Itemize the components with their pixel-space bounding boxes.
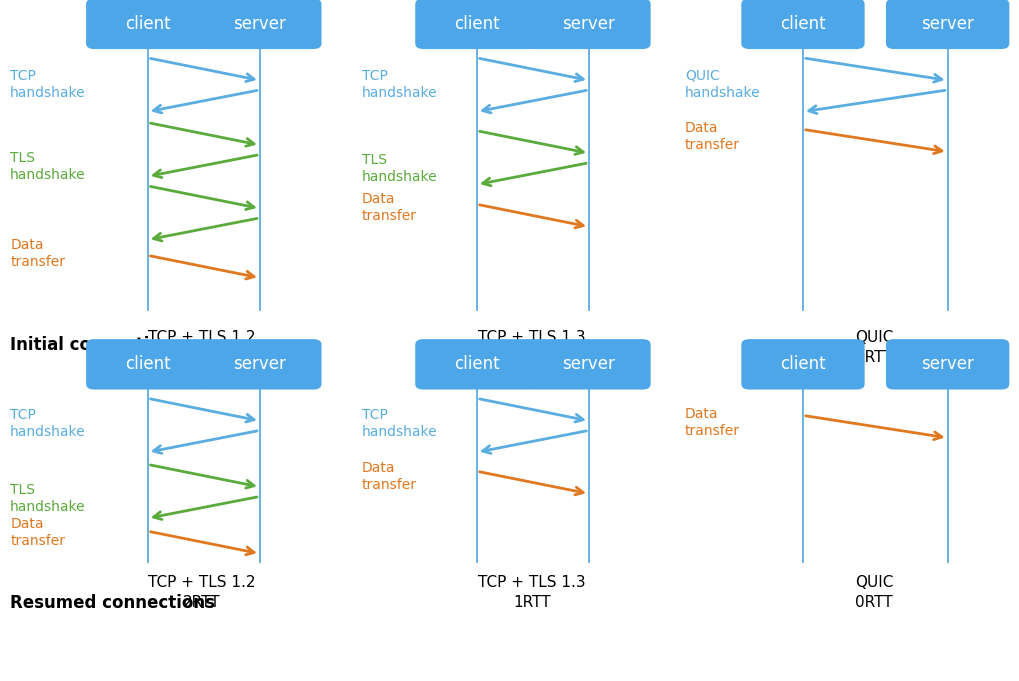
FancyBboxPatch shape (887, 339, 1009, 390)
Text: client: client (125, 15, 170, 33)
FancyBboxPatch shape (741, 0, 864, 49)
Text: server: server (233, 15, 286, 33)
Text: Data
transfer: Data transfer (362, 192, 417, 223)
FancyBboxPatch shape (198, 339, 322, 390)
Text: Initial connections: Initial connections (10, 336, 182, 354)
Text: server: server (233, 355, 286, 373)
Text: TCP
handshake: TCP handshake (362, 408, 437, 439)
Text: TCP + TLS 1.3
2RTT: TCP + TLS 1.3 2RTT (478, 330, 586, 365)
Text: client: client (454, 15, 499, 33)
Text: Data
transfer: Data transfer (10, 517, 65, 548)
FancyBboxPatch shape (528, 0, 650, 49)
Text: server: server (921, 15, 974, 33)
Text: Data
transfer: Data transfer (10, 238, 65, 269)
FancyBboxPatch shape (416, 339, 538, 390)
FancyBboxPatch shape (416, 0, 538, 49)
Text: server: server (562, 355, 615, 373)
Text: client: client (454, 355, 499, 373)
Text: server: server (562, 15, 615, 33)
FancyBboxPatch shape (741, 339, 864, 390)
FancyBboxPatch shape (528, 339, 650, 390)
Text: QUIC
0RTT: QUIC 0RTT (855, 575, 894, 610)
FancyBboxPatch shape (86, 0, 209, 49)
Text: TCP + TLS 1.3
1RTT: TCP + TLS 1.3 1RTT (478, 575, 586, 610)
Text: TLS
handshake: TLS handshake (10, 151, 86, 183)
Text: TCP
handshake: TCP handshake (10, 408, 86, 439)
FancyBboxPatch shape (86, 339, 209, 390)
Text: client: client (781, 355, 825, 373)
Text: TCP
handshake: TCP handshake (10, 69, 86, 100)
FancyBboxPatch shape (198, 0, 322, 49)
Text: QUIC
1RTT: QUIC 1RTT (855, 330, 894, 365)
Text: client: client (781, 15, 825, 33)
FancyBboxPatch shape (887, 0, 1009, 49)
Text: TLS
handshake: TLS handshake (10, 483, 86, 514)
Text: client: client (125, 355, 170, 373)
Text: Resumed connections: Resumed connections (10, 594, 215, 612)
Text: TCP + TLS 1.2
3RTT: TCP + TLS 1.2 3RTT (148, 330, 256, 365)
Text: Data
transfer: Data transfer (362, 461, 417, 492)
Text: server: server (921, 355, 974, 373)
Text: QUIC
handshake: QUIC handshake (685, 69, 760, 100)
Text: TCP
handshake: TCP handshake (362, 69, 437, 100)
Text: TCP + TLS 1.2
2RTT: TCP + TLS 1.2 2RTT (148, 575, 256, 610)
Text: TLS
handshake: TLS handshake (362, 153, 437, 184)
Text: Data
transfer: Data transfer (685, 121, 740, 152)
Text: Data
transfer: Data transfer (685, 407, 740, 438)
